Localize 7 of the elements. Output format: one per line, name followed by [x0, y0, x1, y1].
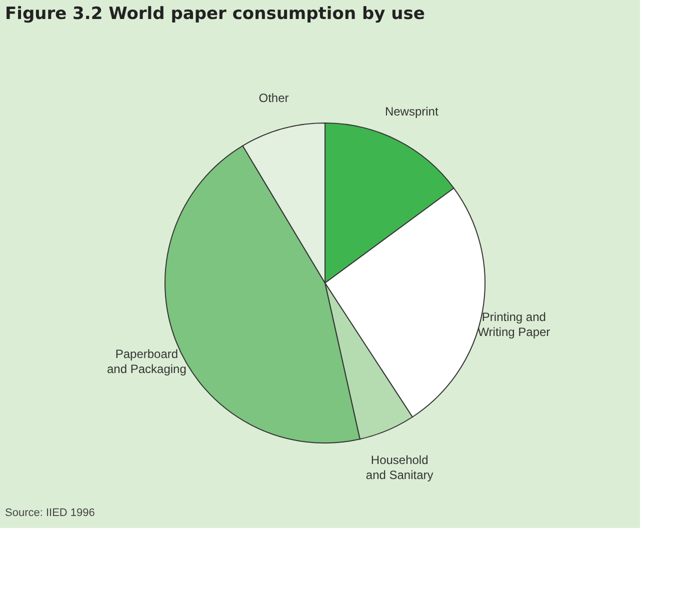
- slice-label: Paperboard and Packaging: [107, 347, 186, 376]
- source-note: Source: IIED 1996: [5, 507, 95, 519]
- slice-label: Household and Sanitary: [366, 452, 434, 482]
- slice-label: Printing and Writing Paper: [478, 310, 550, 340]
- slice-label: Newsprint: [384, 104, 439, 119]
- slice-label: Other: [258, 90, 289, 105]
- chart-title: Figure 3.2 World paper consumption by use: [5, 4, 425, 24]
